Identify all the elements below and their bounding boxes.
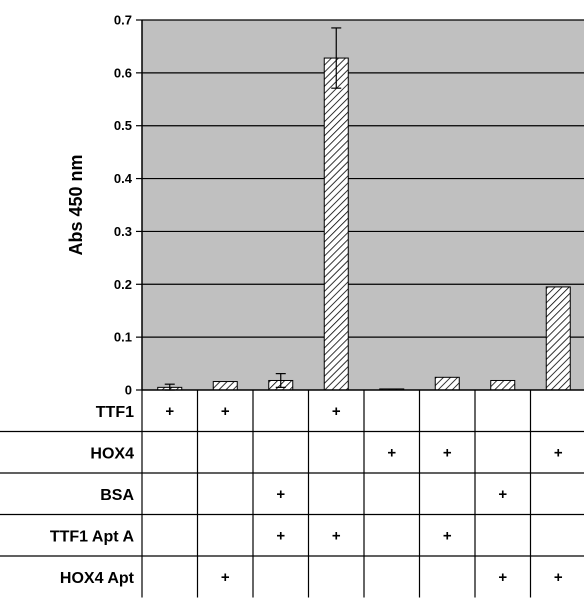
table-cell-mark: +: [387, 444, 396, 461]
bar: [212, 381, 238, 391]
table-row-label: HOX4: [90, 445, 134, 462]
table-cell-mark: +: [554, 569, 563, 586]
y-tick-label: 0.5: [114, 118, 132, 133]
table-cell-mark: +: [332, 527, 341, 544]
y-tick-label: 0.4: [114, 171, 133, 186]
table-cell-mark: +: [221, 569, 230, 586]
table-cell-mark: +: [221, 403, 230, 420]
bar: [490, 379, 516, 391]
table-row-label: TTF1: [96, 404, 134, 421]
y-tick-label: 0.7: [114, 13, 132, 28]
y-tick-label: 0.1: [114, 330, 132, 345]
axes: [141, 20, 584, 391]
table-cell-mark: +: [276, 527, 285, 544]
table-cell-mark: +: [165, 403, 174, 420]
table-cell-mark: +: [443, 444, 452, 461]
table-cell-mark: +: [498, 486, 507, 503]
bar: [323, 57, 349, 391]
table-row-label: TTF1 Apt A: [50, 528, 135, 545]
table-cell-mark: +: [332, 403, 341, 420]
bar: [434, 376, 460, 391]
gridlines: [142, 19, 584, 338]
table-cell-mark: +: [498, 569, 507, 586]
bars: [157, 27, 571, 391]
table-cell-mark: +: [276, 486, 285, 503]
y-tick-labels: 0 0.1 0.2 0.3 0.4 0.5 0.6 0.7: [114, 13, 142, 398]
y-tick-label: 0.3: [114, 224, 132, 239]
condition-table: TTF1 + + + HOX4 + + + BSA + + TTF1 Apt A + + + HOX4 Apt…: [0, 390, 584, 598]
y-tick-label: 0.6: [114, 65, 132, 80]
bar: [545, 286, 571, 391]
plot-area: [142, 20, 584, 390]
y-tick-label: 0: [125, 383, 132, 398]
table-cell-mark: +: [554, 444, 563, 461]
table-row-label: HOX4 Apt: [60, 570, 135, 587]
y-tick-label: 0.2: [114, 277, 132, 292]
table-row-label: BSA: [100, 487, 134, 504]
table-cell-mark: +: [443, 527, 452, 544]
y-axis-title: Abs 450 nm: [66, 154, 86, 255]
